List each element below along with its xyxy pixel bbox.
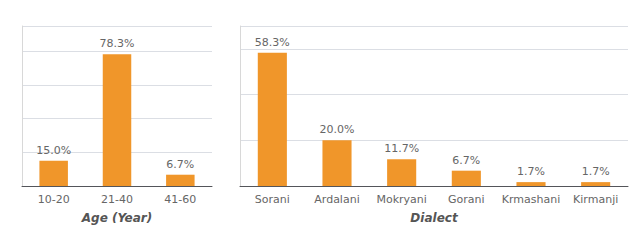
- svg-text:11.7%: 11.7%: [384, 142, 419, 155]
- svg-text:Ardalani: Ardalani: [314, 193, 359, 206]
- svg-text:20.0%: 20.0%: [320, 123, 355, 136]
- svg-text:Gorani: Gorani: [448, 193, 485, 206]
- svg-text:1.7%: 1.7%: [517, 165, 545, 178]
- svg-text:Age (Year): Age (Year): [81, 211, 152, 225]
- svg-text:1.7%: 1.7%: [582, 165, 610, 178]
- svg-text:78.3%: 78.3%: [100, 37, 135, 50]
- svg-text:Sorani: Sorani: [255, 193, 290, 206]
- svg-text:41-60: 41-60: [164, 193, 196, 206]
- svg-text:Dialect: Dialect: [410, 211, 459, 225]
- svg-text:Mokryani: Mokryani: [376, 193, 426, 206]
- svg-text:15.0%: 15.0%: [36, 144, 71, 157]
- svg-text:6.7%: 6.7%: [166, 158, 194, 171]
- svg-text:Krmashani: Krmashani: [502, 193, 560, 206]
- svg-text:Kirmanji: Kirmanji: [573, 193, 618, 206]
- svg-text:10-20: 10-20: [38, 193, 70, 206]
- svg-text:58.3%: 58.3%: [255, 36, 290, 49]
- svg-text:6.7%: 6.7%: [452, 154, 480, 167]
- svg-text:21-40: 21-40: [101, 193, 133, 206]
